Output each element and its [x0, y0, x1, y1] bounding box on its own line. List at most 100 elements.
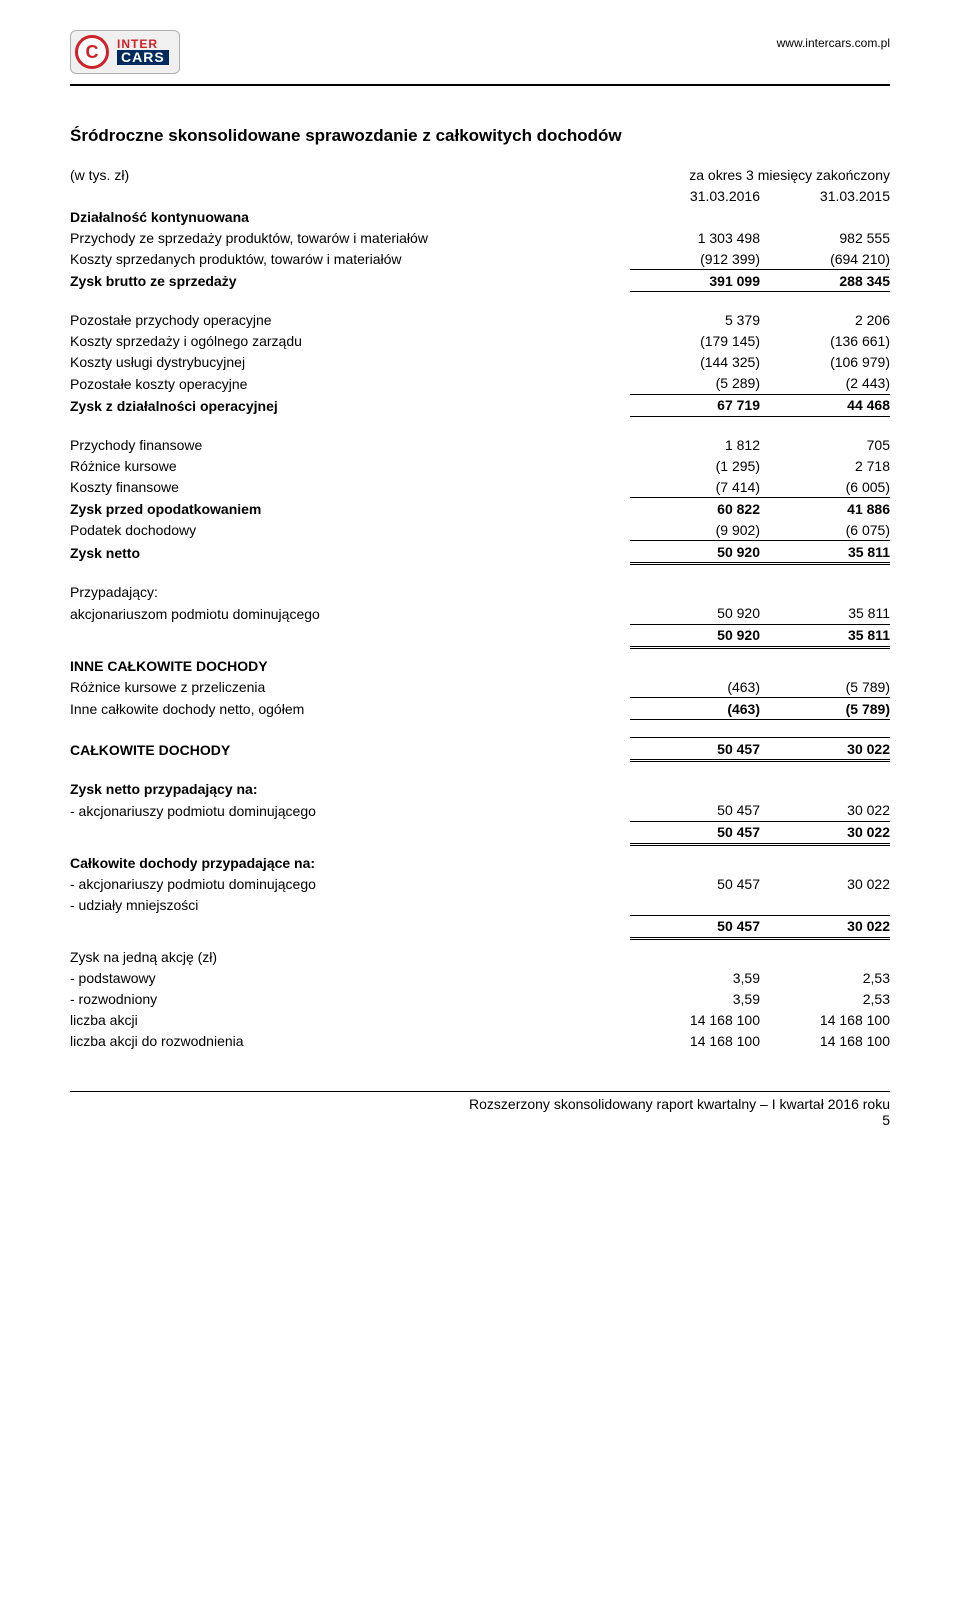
table-row: Koszty sprzedanych produktów, towarów i … [70, 248, 890, 270]
row-val2: 705 [760, 434, 890, 455]
row-val2: 2 718 [760, 455, 890, 476]
table-row: Różnice kursowe (1 295) 2 718 [70, 455, 890, 476]
row-label: Podatek dochodowy [70, 519, 630, 541]
footer-text: Rozszerzony skonsolidowany raport kwarta… [469, 1096, 890, 1112]
row-val2 [760, 894, 890, 915]
row-label: Pozostałe koszty operacyjne [70, 373, 630, 395]
row-val1: 50 920 [630, 541, 760, 564]
row-label: Pozostałe przychody operacyjne [70, 310, 630, 331]
total-attributable-heading: Całkowite dochody przypadające na: [70, 852, 630, 873]
row-val2: (5 789) [760, 698, 890, 720]
row-val2: 30 022 [760, 821, 890, 844]
row-val2: 30 022 [760, 915, 890, 938]
oci-heading: INNE CAŁKOWITE DOCHODY [70, 655, 630, 676]
table-row: - podstawowy 3,59 2,53 [70, 967, 890, 988]
row-label: CAŁKOWITE DOCHODY [70, 738, 630, 761]
row-val1: 50 920 [630, 603, 760, 625]
table-row: 50 920 35 811 [70, 624, 890, 647]
row-val1: 50 457 [630, 738, 760, 761]
table-row: Zysk przed opodatkowaniem 60 822 41 886 [70, 498, 890, 520]
table-row: Różnice kursowe z przeliczenia (463) (5 … [70, 676, 890, 698]
table-row: - udziały mniejszości [70, 894, 890, 915]
table-row: - akcjonariuszy podmiotu dominującego 50… [70, 800, 890, 822]
table-row: Koszty finansowe (7 414) (6 005) [70, 476, 890, 498]
table-row: 50 457 30 022 [70, 821, 890, 844]
row-label: - rozwodniony [70, 988, 630, 1009]
row-val2: 14 168 100 [760, 1030, 890, 1051]
period-label: za okres 3 miesięcy zakończony [630, 164, 890, 185]
row-val2: (136 661) [760, 331, 890, 352]
row-label: - udziały mniejszości [70, 894, 630, 915]
page-footer: Rozszerzony skonsolidowany raport kwarta… [70, 1091, 890, 1128]
row-val2: 2,53 [760, 967, 890, 988]
row-label: Koszty finansowe [70, 476, 630, 498]
row-label: liczba akcji [70, 1009, 630, 1030]
table-row: Zysk z działalności operacyjnej 67 719 4… [70, 394, 890, 416]
row-label: Przychody finansowe [70, 434, 630, 455]
company-logo: C INTER CARS [70, 30, 180, 74]
row-val2: 30 022 [760, 873, 890, 894]
logo-line2: CARS [117, 50, 169, 65]
table-row: Zysk netto 50 920 35 811 [70, 541, 890, 564]
col1-date: 31.03.2016 [630, 185, 760, 206]
row-val2: (6 075) [760, 519, 890, 541]
table-row: liczba akcji do rozwodnienia 14 168 100 … [70, 1030, 890, 1051]
row-val2: 41 886 [760, 498, 890, 520]
row-val1 [630, 894, 760, 915]
row-label: Przychody ze sprzedaży produktów, towaró… [70, 227, 630, 248]
period-header-table: (w tys. zł) za okres 3 miesięcy zakończo… [70, 164, 890, 206]
row-val1: (463) [630, 698, 760, 720]
table-row: akcjonariuszom podmiotu dominującego 50 … [70, 603, 890, 625]
row-val1: 1 303 498 [630, 227, 760, 248]
row-val1: (179 145) [630, 331, 760, 352]
table-row: liczba akcji 14 168 100 14 168 100 [70, 1009, 890, 1030]
row-label: Koszty sprzedanych produktów, towarów i … [70, 248, 630, 270]
row-val2: (106 979) [760, 352, 890, 373]
row-val1: 50 920 [630, 624, 760, 647]
table-row: Przychody finansowe 1 812 705 [70, 434, 890, 455]
row-val1: 67 719 [630, 394, 760, 416]
row-val1: 60 822 [630, 498, 760, 520]
logo-icon: C [75, 35, 109, 69]
row-val1: (463) [630, 676, 760, 698]
row-val1: 3,59 [630, 988, 760, 1009]
table-row: Inne całkowite dochody netto, ogółem (46… [70, 698, 890, 720]
row-label: Różnice kursowe z przeliczenia [70, 676, 630, 698]
row-val1: (7 414) [630, 476, 760, 498]
row-val2: 35 811 [760, 603, 890, 625]
table-row: Koszty sprzedaży i ogólnego zarządu (179… [70, 331, 890, 352]
row-val1: 1 812 [630, 434, 760, 455]
table-row: - akcjonariuszy podmiotu dominującego 50… [70, 873, 890, 894]
page-header: C INTER CARS www.intercars.com.pl [70, 30, 890, 86]
row-val1: 391 099 [630, 270, 760, 292]
row-label: Zysk brutto ze sprzedaży [70, 270, 630, 292]
row-val2: 44 468 [760, 394, 890, 416]
row-val2: 35 811 [760, 624, 890, 647]
row-val2: 982 555 [760, 227, 890, 248]
row-val2: (694 210) [760, 248, 890, 270]
row-val1: 5 379 [630, 310, 760, 331]
row-val1: (144 325) [630, 352, 760, 373]
logo-text: INTER CARS [117, 39, 169, 66]
header-url: www.intercars.com.pl [777, 30, 890, 50]
row-val2: 288 345 [760, 270, 890, 292]
row-val2: (6 005) [760, 476, 890, 498]
row-label: Inne całkowite dochody netto, ogółem [70, 698, 630, 720]
row-val1: 50 457 [630, 915, 760, 938]
net-attributable-heading: Zysk netto przypadający na: [70, 779, 630, 800]
continuing-ops-heading: Działalność kontynuowana [70, 206, 630, 227]
table-row: Podatek dochodowy (9 902) (6 075) [70, 519, 890, 541]
row-val2: 30 022 [760, 738, 890, 761]
row-val1: (1 295) [630, 455, 760, 476]
table-row: 50 457 30 022 [70, 915, 890, 938]
row-val1: 50 457 [630, 800, 760, 822]
row-val1: 50 457 [630, 873, 760, 894]
row-label: akcjonariuszom podmiotu dominującego [70, 603, 630, 625]
row-val2: 35 811 [760, 541, 890, 564]
row-label: Zysk netto [70, 541, 630, 564]
page-title: Śródroczne skonsolidowane sprawozdanie z… [70, 126, 890, 146]
eps-heading: Zysk na jedną akcję (zł) [70, 946, 630, 967]
row-val2: (5 789) [760, 676, 890, 698]
row-val1: 50 457 [630, 821, 760, 844]
row-label: Zysk z działalności operacyjnej [70, 394, 630, 416]
